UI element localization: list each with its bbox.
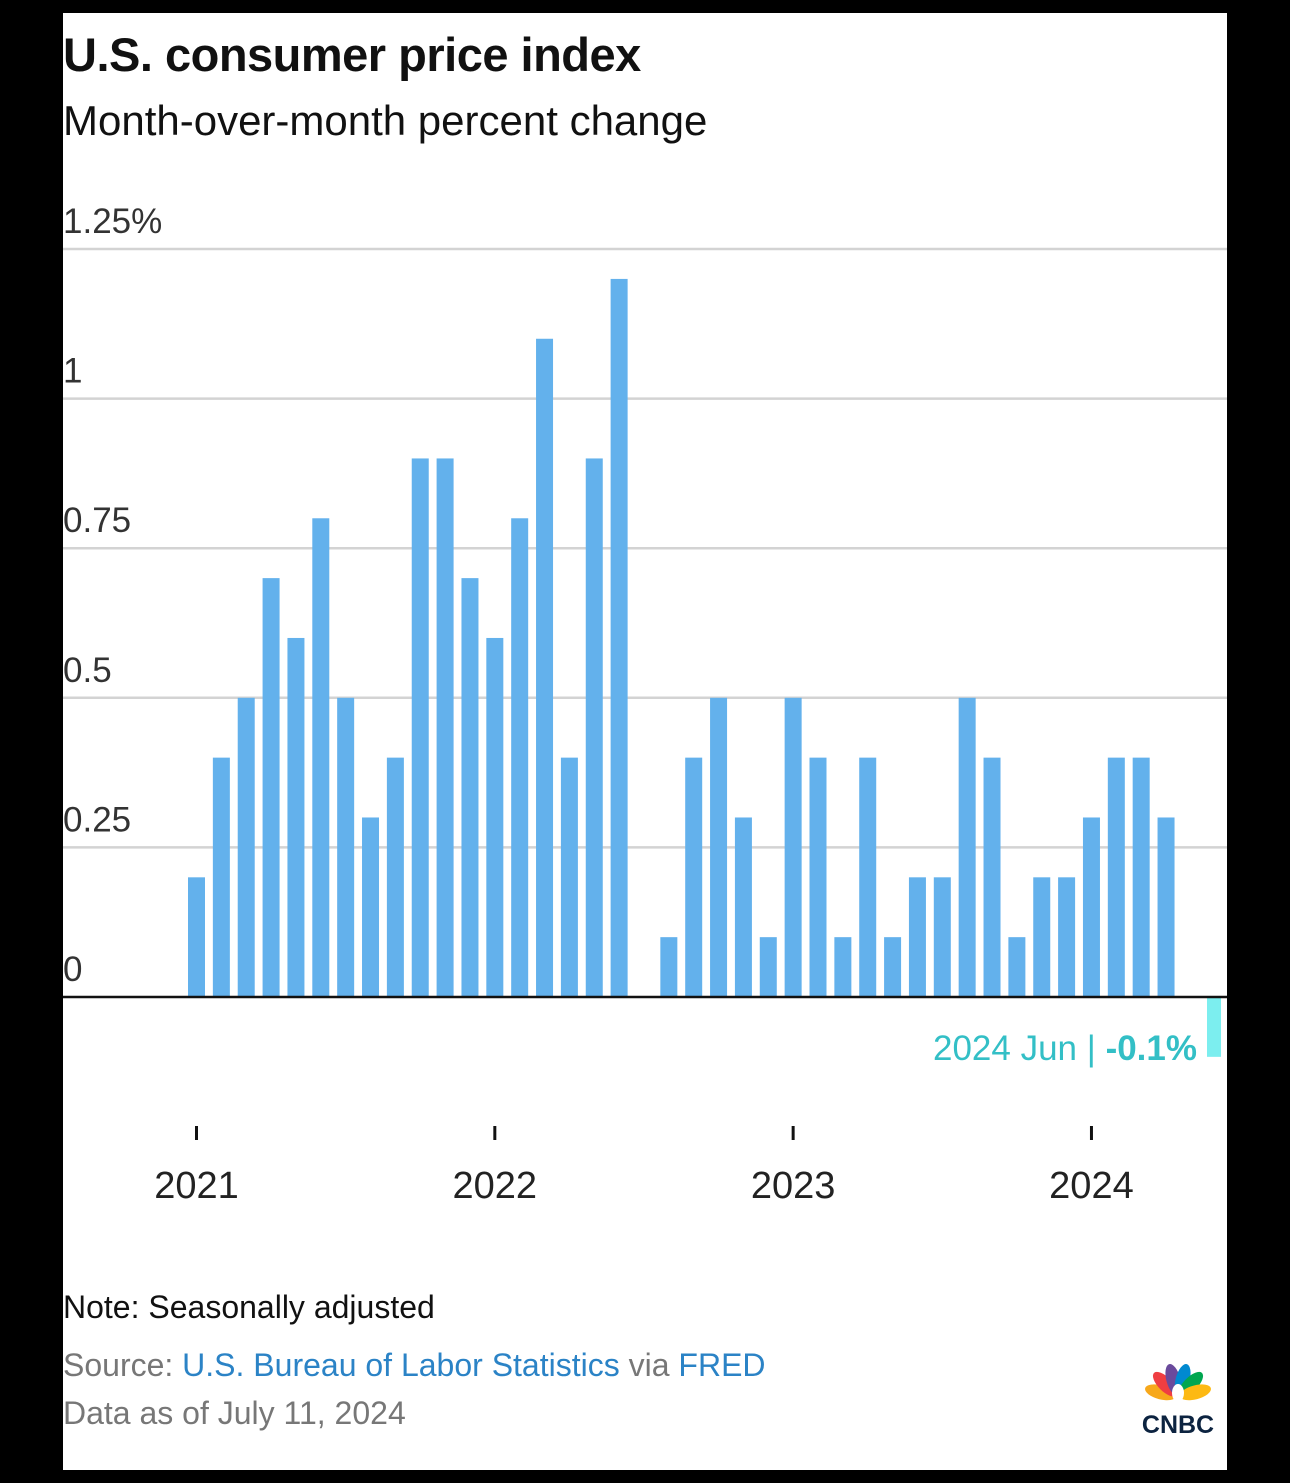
bar <box>1157 817 1175 997</box>
annotation-label: 2024 Jun | -0.1% <box>933 1029 1197 1068</box>
bar <box>436 458 454 997</box>
annotation-value: -0.1% <box>1106 1029 1197 1068</box>
bar <box>287 637 305 997</box>
bar <box>1008 937 1026 997</box>
bar <box>262 578 280 997</box>
y-tick-label: 0.25 <box>63 800 131 839</box>
x-tick-label: 2022 <box>453 1165 538 1207</box>
bar <box>212 757 230 997</box>
bar <box>685 757 703 997</box>
bar <box>1132 757 1150 997</box>
source-link-fred[interactable]: FRED <box>678 1347 766 1383</box>
bar <box>188 877 205 997</box>
bar <box>1033 877 1051 997</box>
x-tick-label: 2021 <box>154 1165 239 1207</box>
data-date: Data as of July 11, 2024 <box>63 1395 406 1431</box>
chart-note: Note: Seasonally adjusted <box>63 1289 435 1325</box>
bar <box>486 637 504 997</box>
y-axis-labels: 0 0.25 0.5 0.75 1 1.25% <box>63 202 162 989</box>
bar <box>784 697 802 997</box>
source-link-bls[interactable]: U.S. Bureau of Labor Statistics <box>182 1347 620 1383</box>
x-tick-label: 2023 <box>751 1165 836 1207</box>
bar <box>312 518 330 997</box>
bar <box>759 937 777 997</box>
x-axis: 2021 2022 2023 2024 <box>154 1126 1134 1207</box>
bar <box>585 458 603 997</box>
chart-subtitle: Month-over-month percent change <box>63 97 708 144</box>
bar <box>560 757 578 997</box>
bar <box>933 877 951 997</box>
gridlines <box>63 247 1227 849</box>
y-tick-label: 1 <box>63 352 82 391</box>
source-via: via <box>619 1347 679 1383</box>
bar <box>237 697 255 997</box>
chart-title: U.S. consumer price index <box>63 28 641 81</box>
bar <box>859 757 877 997</box>
bar <box>386 757 404 997</box>
bar <box>983 757 1001 997</box>
bar <box>710 697 728 997</box>
bar <box>362 817 380 997</box>
source-prefix: Source: <box>63 1347 183 1383</box>
chart-source: Source: U.S. Bureau of Labor Statistics … <box>63 1347 766 1384</box>
highlight-annotation: 2024 Jun | -0.1% <box>933 1029 1197 1068</box>
y-tick-label: 0.75 <box>63 501 131 540</box>
y-tick-label: 0.5 <box>63 651 112 690</box>
bar-highlight <box>1207 997 1221 1057</box>
bar <box>809 757 827 997</box>
bar <box>1058 877 1076 997</box>
bar <box>834 937 852 997</box>
bar <box>908 877 926 997</box>
bar <box>337 697 355 997</box>
annotation-month: 2024 Jun | <box>933 1029 1106 1068</box>
x-tick-label: 2024 <box>1049 1165 1134 1207</box>
bar <box>660 937 678 997</box>
bar <box>734 817 752 997</box>
bar <box>958 697 976 997</box>
bar <box>1107 757 1125 997</box>
y-tick-label: 0 <box>63 950 82 989</box>
bar <box>411 458 429 997</box>
bar <box>511 518 529 997</box>
bar <box>1082 817 1100 997</box>
bar <box>610 278 628 997</box>
bar <box>536 338 554 997</box>
cnbc-logo: CNBC <box>1142 1364 1214 1437</box>
bars <box>188 278 1221 1057</box>
y-tick-label: 1.25% <box>63 202 162 241</box>
bar <box>884 937 902 997</box>
chart-card: U.S. consumer price index Month-over-mon… <box>63 13 1227 1470</box>
cnbc-logo-text: CNBC <box>1142 1411 1214 1437</box>
cpi-bar-chart: 0 0.25 0.5 0.75 1 1.25% 2024 Jun | -0.1% 2021… <box>63 202 1227 1207</box>
bar <box>461 578 479 997</box>
